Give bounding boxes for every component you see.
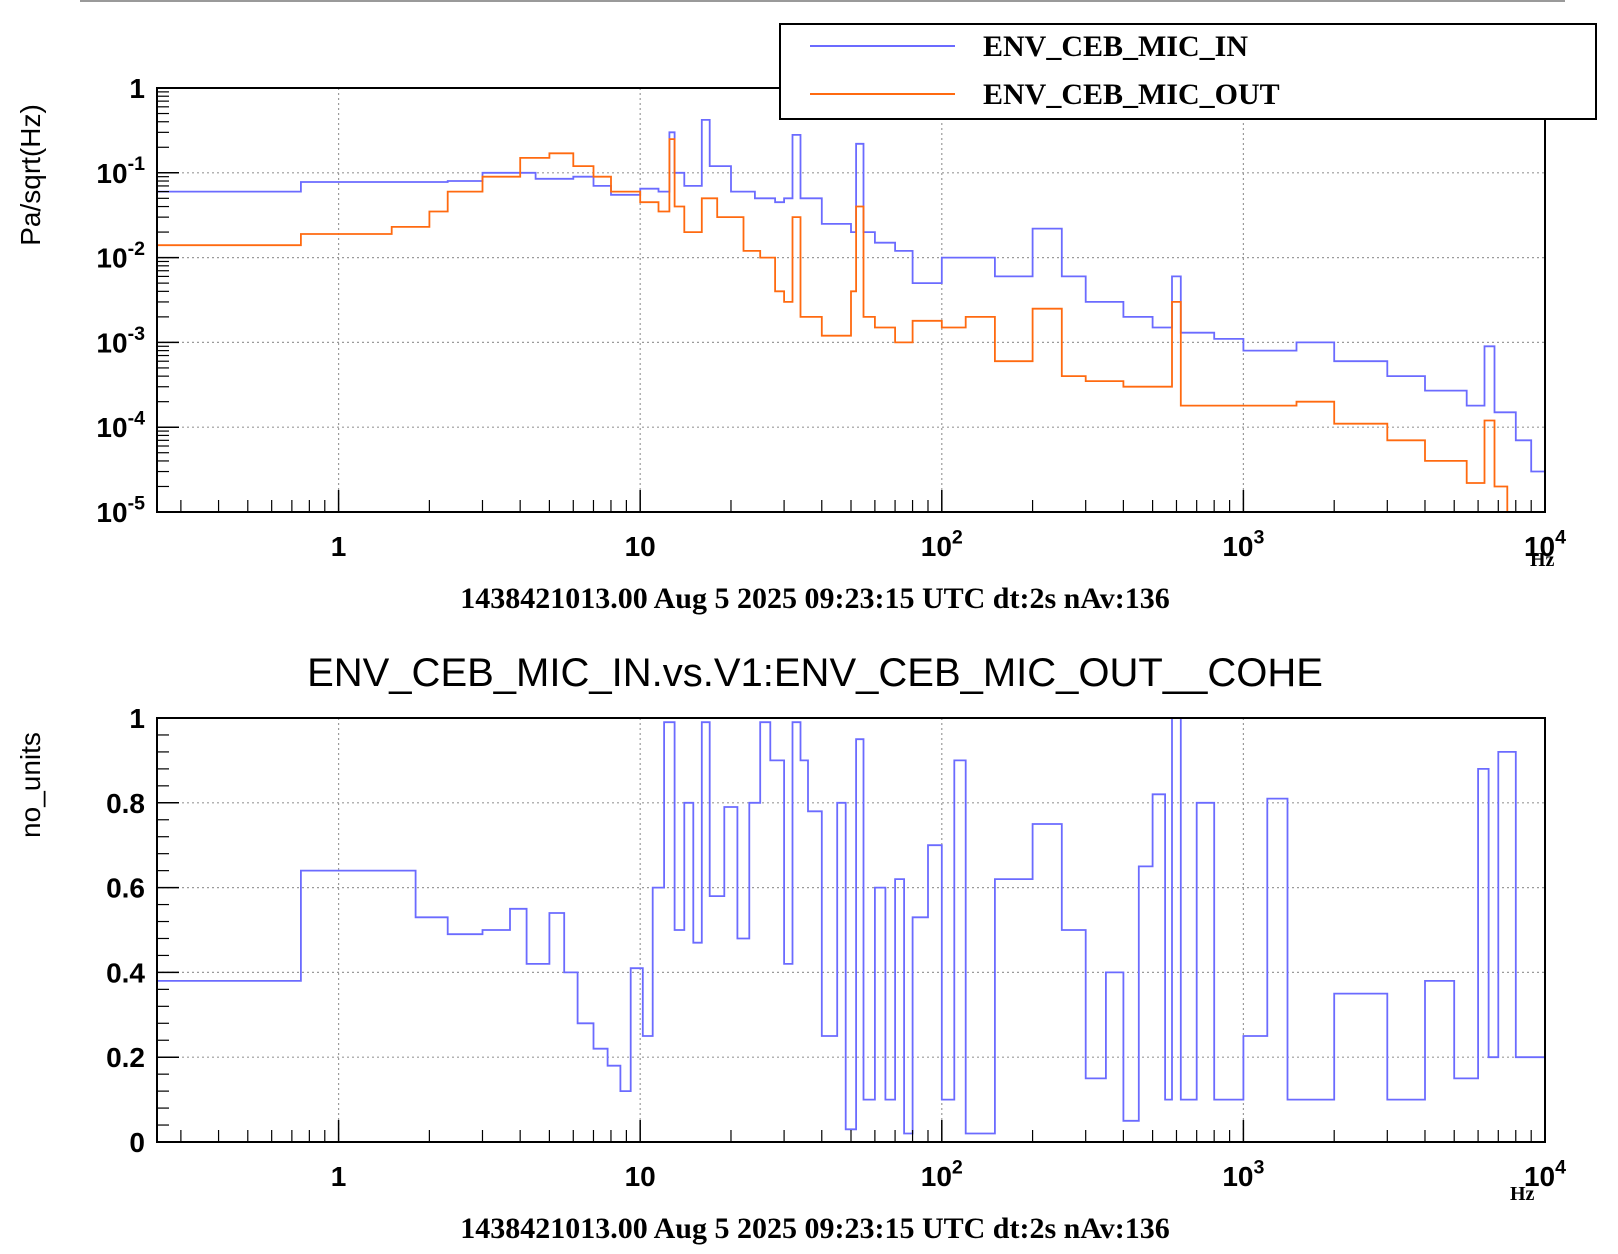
- bottom-chart-title: ENV_CEB_MIC_IN.vs.V1:ENV_CEB_MIC_OUT__CO…: [307, 651, 1323, 695]
- top-series-env-ceb-mic-out: [157, 138, 1509, 512]
- bottom-x-unit-label: Hz: [1510, 1183, 1535, 1205]
- top-x-unit-label: Hz: [1530, 549, 1555, 571]
- top-y-tick-label: 10-1: [96, 153, 145, 189]
- top-series-group: [157, 119, 1546, 512]
- bottom-x-tick-label: 102: [921, 1156, 963, 1192]
- top-chart-panel: Pa/sqrt(Hz) 10-5 10-4 10-3 10-2 10-1 1 1 10 102 1…: [15, 0, 1597, 615]
- bottom-y-tick-label: 0.2: [106, 1042, 145, 1073]
- top-y-axis-label: Pa/sqrt(Hz): [15, 104, 46, 246]
- legend-box: [779, 23, 1597, 120]
- top-x-tick-label: 102: [921, 526, 963, 562]
- bottom-grid: [157, 718, 1545, 1142]
- top-y-tick-label: 10-3: [96, 323, 145, 359]
- bottom-y-tick-label: 0.4: [106, 957, 145, 988]
- top-x-axis-label: 1438421013.00 Aug 5 2025 09:23:15 UTC dt…: [460, 582, 1169, 615]
- bottom-chart-panel: ENV_CEB_MIC_IN.vs.V1:ENV_CEB_MIC_OUT__CO…: [15, 651, 1566, 1245]
- bottom-x-axis-label: 1438421013.00 Aug 5 2025 09:23:15 UTC dt…: [460, 1212, 1169, 1245]
- bottom-y-axis-label: no_units: [15, 732, 46, 838]
- bottom-y-tick-label: 0.8: [106, 788, 145, 819]
- bottom-x-tick-label: 1: [331, 1161, 347, 1192]
- bottom-y-tick-label: 0.6: [106, 873, 145, 904]
- bottom-x-tick-label: 10: [625, 1161, 656, 1192]
- top-x-tick-label: 1: [331, 531, 347, 562]
- legend-label-env-ceb-mic-out: ENV_CEB_MIC_OUT: [983, 78, 1280, 111]
- bottom-series-coherence: [157, 717, 1546, 1135]
- bottom-y-tick-label: 1: [129, 703, 145, 734]
- top-y-tick-label: 10-4: [96, 408, 145, 444]
- bottom-series-group: [157, 717, 1546, 1135]
- top-grid: [157, 88, 1545, 512]
- top-y-tick-label: 1: [129, 73, 145, 104]
- top-x-tick-label: 10: [625, 531, 656, 562]
- bottom-y-tick-label: 0: [129, 1127, 145, 1158]
- bottom-ticks: 00.20.40.60.811 10 102 103 104: [106, 703, 1566, 1192]
- legend-label-env-ceb-mic-in: ENV_CEB_MIC_IN: [983, 30, 1248, 63]
- bottom-x-tick-label: 103: [1222, 1156, 1264, 1192]
- legend: ENV_CEB_MIC_IN ENV_CEB_MIC_OUT: [779, 23, 1597, 120]
- top-x-tick-label: 103: [1222, 526, 1264, 562]
- top-y-tick-label: 10-5: [96, 492, 145, 528]
- bottom-plot-frame: [156, 717, 1546, 1143]
- top-y-tick-label: 10-2: [96, 238, 145, 274]
- top-ticks: 10-510-410-310-210-111 10 102 103 104: [96, 73, 1566, 562]
